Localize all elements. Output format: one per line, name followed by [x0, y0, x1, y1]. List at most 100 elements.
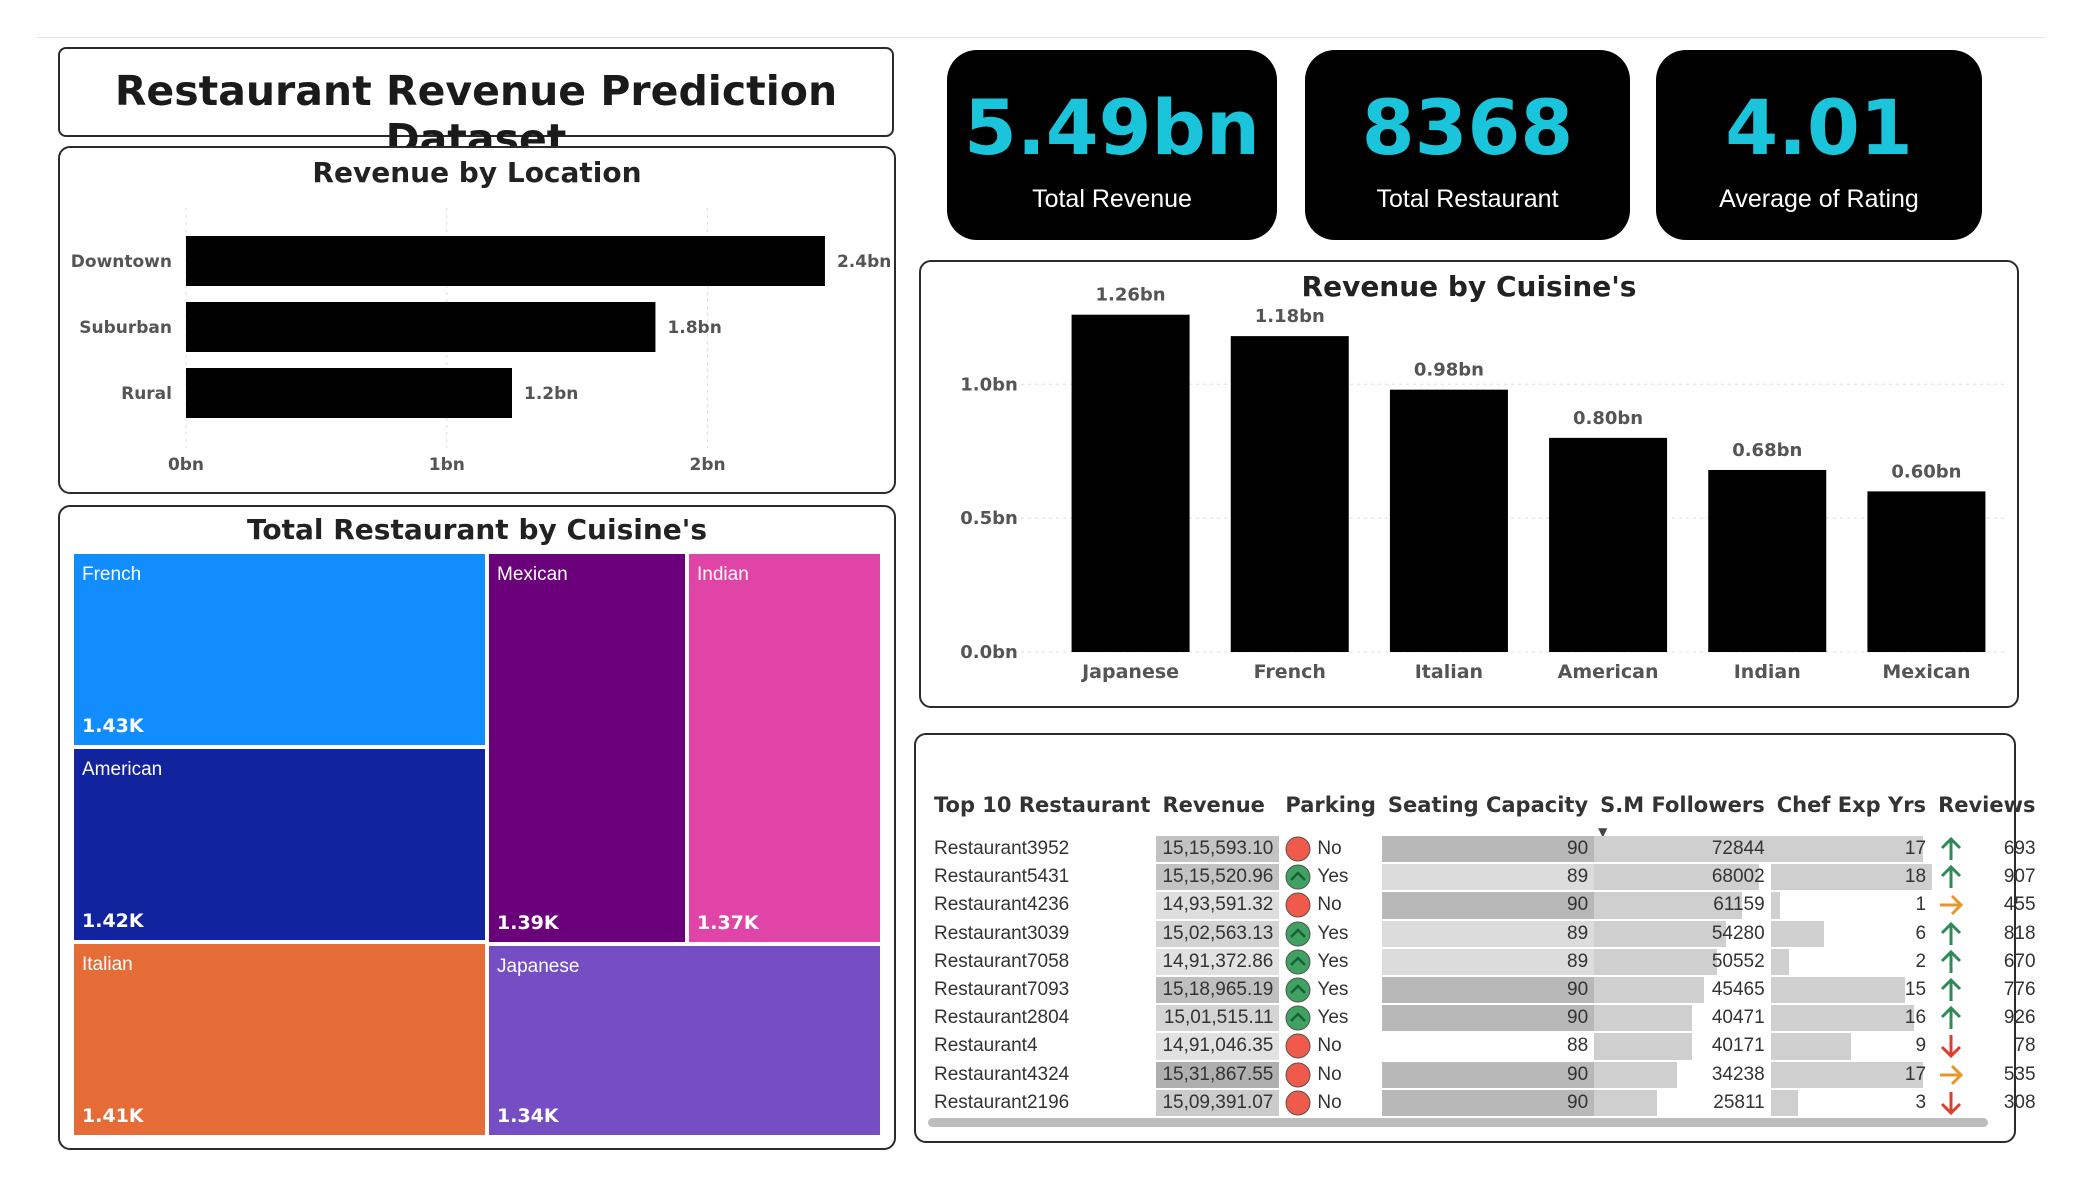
- y-category-label: Downtown: [71, 252, 172, 272]
- trend-up-arrow-icon: [1941, 1006, 1962, 1030]
- revenue-cell: 14,93,591.32: [1156, 891, 1280, 919]
- data-label: 0.68bn: [1732, 440, 1802, 461]
- trend-up-arrow-icon: [1941, 921, 1962, 945]
- trend-up-arrow-icon: [1941, 977, 1962, 1002]
- data-label: 1.8bn: [667, 318, 721, 338]
- table-row[interactable]: Restaurant7058 14,91,372.86 Yes 89 50552 2 670: [928, 948, 2042, 976]
- restaurant-name-cell: Restaurant4: [934, 1035, 1038, 1057]
- parking-cell: No: [1279, 835, 1382, 863]
- y-tick-label: 0.0bn: [960, 642, 1018, 663]
- trend-cell: [1932, 1089, 1980, 1117]
- chef-exp-cell: 6: [1770, 920, 1932, 948]
- bar: [186, 368, 512, 418]
- reviews-cell: 776: [2003, 979, 2036, 1001]
- col-header-chef-exp[interactable]: Chef Exp Yrs: [1776, 793, 1927, 817]
- reviews-cell: 907: [2003, 866, 2036, 888]
- col-header-followers[interactable]: S.M Followers ▼: [1594, 793, 1771, 839]
- data-label: 1.2bn: [524, 384, 578, 404]
- table-row[interactable]: Restaurant4236 14,93,591.32 No 90 61159 1 455: [928, 891, 2042, 919]
- followers-cell: 45465: [1594, 976, 1771, 1004]
- data-label: 2.4bn: [837, 252, 891, 272]
- bar: [1549, 437, 1668, 652]
- treemap-cell-label: American: [82, 759, 163, 780]
- horizontal-scrollbar[interactable]: [928, 1118, 1988, 1127]
- restaurant-name-cell: Restaurant5431: [934, 866, 1070, 888]
- seating-cell: 90: [1381, 1061, 1595, 1089]
- data-label: 0.80bn: [1573, 408, 1643, 429]
- col-header-reviews[interactable]: Reviews: [1938, 793, 2036, 817]
- kpi-label: Average of Rating: [1719, 185, 1919, 213]
- trend-cell: [1932, 976, 1980, 1004]
- treemap-cell-mexican[interactable]: Mexican 1.39K: [487, 552, 687, 944]
- reviews-cell: 693: [2003, 838, 2036, 860]
- table-row[interactable]: Restaurant2804 15,01,515.11 Yes 90 40471 16 92…: [928, 1004, 2042, 1032]
- restaurant-name-cell: Restaurant7058: [934, 950, 1070, 972]
- kpi-value: 5.49bn: [963, 83, 1261, 172]
- parking-cell: No: [1279, 891, 1382, 919]
- seating-cell: 89: [1381, 863, 1595, 891]
- x-category-label: French: [1254, 661, 1326, 683]
- x-tick-label: 0bn: [168, 455, 204, 475]
- col-header-seating[interactable]: Seating Capacity: [1387, 793, 1589, 817]
- parking-no-icon: [1285, 836, 1311, 862]
- kpi-total-restaurant: 8368 Total Restaurant: [1305, 50, 1630, 240]
- treemap-cell-value: 1.41K: [82, 1105, 144, 1127]
- followers-cell: 72844: [1594, 835, 1771, 863]
- seating-cell: 90: [1381, 1089, 1595, 1117]
- treemap-cell-french[interactable]: French 1.43K: [72, 552, 487, 747]
- parking-cell: No: [1279, 1032, 1382, 1060]
- revenue-cell: 15,18,965.19: [1156, 976, 1280, 1004]
- data-label: 1.18bn: [1255, 306, 1325, 327]
- parking-cell: Yes: [1279, 976, 1382, 1004]
- revenue-cell: 14,91,046.35: [1156, 1032, 1280, 1060]
- kpi-total-revenue: 5.49bn Total Revenue: [947, 50, 1277, 240]
- revenue-by-location-panel: Revenue by Location 0bn 1bn 2bn Downtown 2.4…: [58, 146, 896, 494]
- followers-cell: 34238: [1594, 1061, 1771, 1089]
- treemap-cell-value: 1.34K: [497, 1105, 559, 1127]
- bar: [1071, 314, 1190, 652]
- revenue-by-cuisine-chart: 0.0bn 0.5bn 1.0bn 1.26bn Japanese 1.18bn Frenc…: [960, 285, 2006, 683]
- revenue-cell: 15,02,563.13: [1156, 920, 1280, 948]
- reviews-cell: 308: [2003, 1091, 2036, 1113]
- treemap-cell-american[interactable]: American 1.42K: [72, 747, 487, 942]
- chef-exp-cell: 15: [1770, 976, 1932, 1004]
- treemap-cell-italian[interactable]: Italian 1.41K: [72, 942, 487, 1137]
- col-header-revenue[interactable]: Revenue: [1162, 793, 1265, 817]
- table-row[interactable]: Restaurant4 14,91,046.35 No 88 40171 9 78: [928, 1032, 2042, 1060]
- restaurant-name-cell: Restaurant4324: [934, 1063, 1070, 1085]
- revenue-cell: 15,09,391.07: [1156, 1089, 1280, 1117]
- followers-cell: 61159: [1594, 891, 1771, 919]
- bar: [1867, 491, 1986, 652]
- seating-cell: 88: [1381, 1032, 1595, 1060]
- col-header-parking[interactable]: Parking: [1285, 793, 1376, 817]
- title-card: Restaurant Revenue Prediction Dataset: [58, 47, 894, 163]
- restaurants-by-cuisine-panel: Total Restaurant by Cuisine's French 1.43…: [58, 505, 896, 1150]
- chef-exp-cell: 3: [1770, 1089, 1932, 1117]
- seating-cell: 90: [1381, 891, 1595, 919]
- seating-cell: 89: [1381, 920, 1595, 948]
- treemap-cell-japanese[interactable]: Japanese 1.34K: [487, 944, 882, 1137]
- trend-side-arrow-icon: [1940, 1064, 1964, 1085]
- trend-cell: [1932, 1061, 1980, 1089]
- restaurant-name-cell: Restaurant2196: [934, 1091, 1070, 1113]
- kpi-label: Total Revenue: [1032, 185, 1192, 213]
- table-row[interactable]: Restaurant5431 15,15,520.96 Yes 89 68002 18 90…: [928, 863, 2042, 891]
- table-row[interactable]: Restaurant2196 15,09,391.07 No 90 25811 3 308: [928, 1089, 2042, 1117]
- reviews-cell: 535: [2003, 1063, 2036, 1085]
- trend-side-arrow-icon: [1940, 895, 1964, 916]
- bar: [1708, 469, 1827, 652]
- followers-cell: 40471: [1594, 1004, 1771, 1032]
- table-row[interactable]: Restaurant4324 15,31,867.55 No 90 34238 17 535: [928, 1061, 2042, 1089]
- table-row[interactable]: Restaurant7093 15,18,965.19 Yes 90 45465 15 77…: [928, 976, 2042, 1004]
- top10-table: Top 10 Restaurant Revenue Parking Seatin…: [928, 793, 2042, 1117]
- treemap-cell-value: 1.39K: [497, 912, 559, 934]
- chef-exp-cell: 9: [1770, 1032, 1932, 1060]
- table-row[interactable]: Restaurant3039 15,02,563.13 Yes 89 54280 6 818: [928, 920, 2042, 948]
- treemap-cell-indian[interactable]: Indian 1.37K: [687, 552, 882, 944]
- trend-up-arrow-icon: [1941, 836, 1962, 861]
- col-header-restaurant[interactable]: Top 10 Restaurant: [934, 793, 1151, 817]
- col-header-followers-label: S.M Followers: [1600, 793, 1765, 817]
- x-tick-label: 1bn: [429, 455, 465, 475]
- table-row[interactable]: Restaurant3952 15,15,593.10 No 90 72844 17 693: [928, 835, 2042, 863]
- followers-cell: 68002: [1594, 863, 1771, 891]
